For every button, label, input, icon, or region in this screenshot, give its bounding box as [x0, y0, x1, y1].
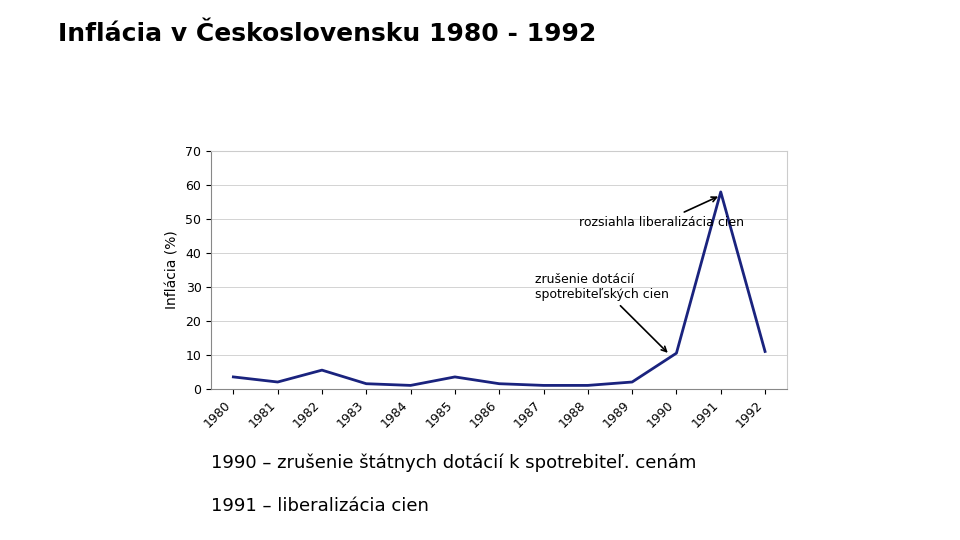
- Text: 1990 – zrušenie štátnych dotácií k spotrebiteľ. cenám: 1990 – zrušenie štátnych dotácií k spotr…: [211, 454, 697, 472]
- Text: Inflácia v Československu 1980 - 1992: Inflácia v Československu 1980 - 1992: [58, 22, 596, 45]
- Text: rozsiahla liberalizácia cien: rozsiahla liberalizácia cien: [579, 197, 744, 229]
- Text: 1991 – liberalizácia cien: 1991 – liberalizácia cien: [211, 497, 429, 515]
- Text: zrušenie dotácií
spotrebiteľských cien: zrušenie dotácií spotrebiteľských cien: [535, 273, 668, 352]
- Y-axis label: Inflácia (%): Inflácia (%): [166, 231, 180, 309]
